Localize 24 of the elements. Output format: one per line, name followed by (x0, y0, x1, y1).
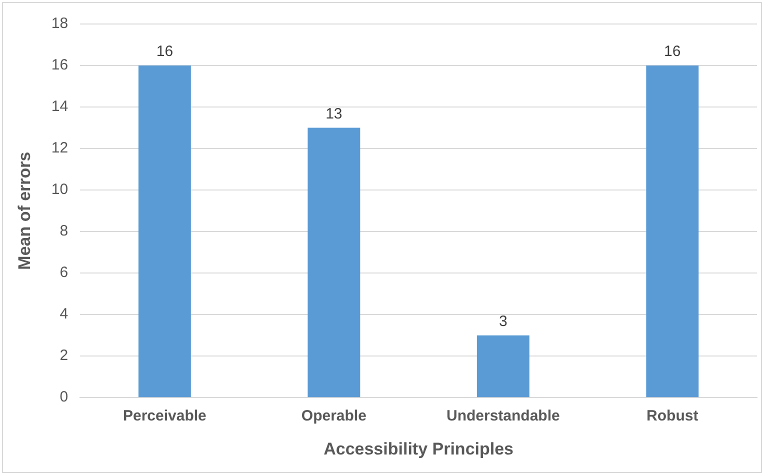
y-tick-label: 0 (60, 388, 68, 406)
y-tick-label: 4 (60, 306, 68, 323)
data-label: 16 (156, 43, 174, 60)
x-tick-label: Perceivable (122, 408, 206, 425)
y-tick-label: 10 (51, 181, 68, 198)
y-tick-label: 12 (51, 140, 68, 157)
y-tick-label: 2 (60, 347, 68, 364)
bar (646, 66, 699, 398)
data-label: 16 (664, 43, 681, 60)
x-tick-label: Understandable (446, 408, 560, 425)
x-tick-label: Operable (301, 408, 366, 425)
y-tick-label: 6 (60, 264, 68, 282)
y-tick-label: 14 (51, 98, 68, 116)
bar (476, 335, 530, 398)
x-tick-label: Robust (646, 408, 698, 425)
bar (308, 128, 360, 398)
bar (138, 66, 191, 398)
x-axis-title: Accessibility Principles (324, 439, 514, 458)
data-label: 3 (498, 312, 508, 330)
data-label: 13 (326, 105, 342, 122)
y-tick-label: 8 (60, 222, 68, 240)
y-tick-label: 18 (51, 15, 68, 32)
y-tick-label: 16 (51, 56, 68, 74)
y-axis-title: Mean of errors (14, 152, 34, 270)
